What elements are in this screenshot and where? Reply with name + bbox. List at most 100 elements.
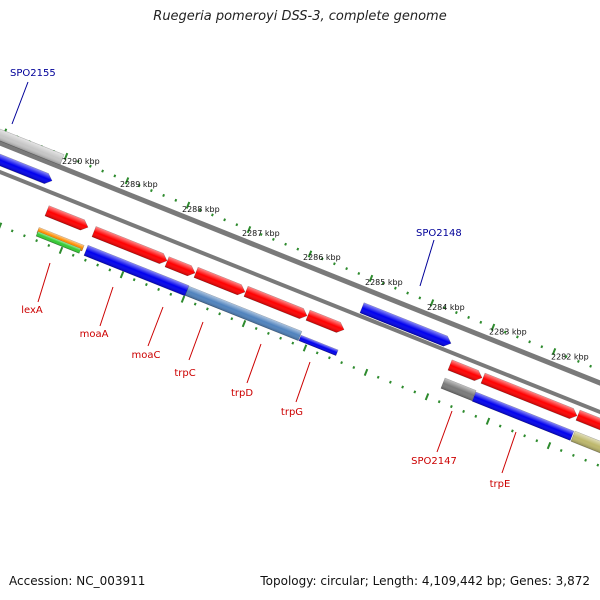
ruler-tick	[437, 400, 441, 404]
ruler-tick	[211, 213, 214, 217]
gene-feature	[575, 409, 600, 432]
gene-label[interactable]: SPO2155	[10, 68, 56, 79]
ruler-tick	[71, 253, 75, 257]
label-leader-line	[11, 81, 29, 125]
ruler-tick	[418, 296, 422, 300]
label-leader-line	[501, 431, 517, 474]
ruler-tick	[84, 258, 87, 262]
label-leader-line	[99, 286, 114, 327]
ruler-tick	[89, 164, 92, 168]
gene-label[interactable]: moaA	[80, 329, 109, 340]
ruler-tick	[429, 299, 435, 307]
ruler-tick	[564, 354, 568, 359]
gene-label[interactable]: SPO2147	[411, 456, 457, 467]
ruler-tick	[58, 246, 64, 255]
ruler-tick	[528, 340, 531, 344]
ruler-tick	[96, 263, 99, 267]
ruler-tick	[376, 375, 380, 379]
ruler-tick	[206, 307, 209, 311]
gene-label[interactable]: moaC	[132, 350, 161, 361]
ruler-tick	[180, 295, 186, 303]
ruler-tick	[169, 292, 173, 296]
gene-label[interactable]: trpC	[174, 368, 195, 379]
ruler-tick	[315, 351, 319, 355]
ruler-tick	[113, 174, 117, 178]
ruler-tick	[523, 434, 526, 438]
ruler-tick	[546, 441, 552, 450]
gene-label[interactable]: trpE	[490, 479, 511, 490]
accession-text: Accession: NC_003911	[9, 574, 146, 588]
ruler-tick	[157, 287, 160, 291]
ruler-tick	[450, 405, 453, 409]
gene-feature	[184, 285, 303, 341]
ruler-tick	[352, 365, 356, 370]
ruler-tick	[328, 356, 331, 360]
ruler-tick	[345, 267, 348, 271]
ruler-tick	[485, 417, 491, 425]
gene-feature	[471, 391, 575, 441]
gene-label[interactable]: lexA	[21, 305, 43, 316]
ruler-tick	[455, 311, 458, 315]
map-title: Ruegeria pomeroyi DSS-3, complete genome	[153, 9, 447, 24]
ruler-tick	[145, 283, 148, 287]
ruler-tick	[223, 218, 226, 222]
ruler-tick	[230, 317, 234, 321]
ruler-tick	[442, 306, 446, 310]
label-leader-line	[147, 306, 164, 347]
ruler-tick	[218, 312, 221, 316]
ruler-tick	[467, 315, 470, 319]
gene-label[interactable]: trpD	[231, 388, 253, 399]
label-leader-line	[419, 239, 435, 287]
gene-feature	[164, 256, 196, 277]
ruler-tick	[511, 429, 514, 433]
ruler-tick	[47, 243, 51, 248]
ruler-tick	[596, 463, 600, 467]
ruler-tick	[535, 439, 539, 443]
ruler-tick	[241, 319, 247, 328]
kbp-label: 2282 kbp	[551, 352, 589, 361]
ruler-tick	[119, 271, 125, 279]
gene-feature	[243, 285, 308, 319]
ruler-tick	[368, 274, 374, 283]
ruler-tick	[235, 223, 239, 227]
ruler-tick	[0, 222, 3, 229]
label-leader-line	[246, 343, 262, 384]
ruler-tick	[23, 234, 26, 238]
ruler-tick	[357, 271, 361, 276]
ruler-tick	[10, 229, 14, 233]
gene-feature	[83, 244, 190, 297]
ruler-tick	[307, 250, 313, 258]
gene-feature	[91, 226, 168, 264]
kbp-label: 2283 kbp	[489, 328, 527, 337]
ruler-tick	[254, 326, 258, 331]
kbp-label: 2286 kbp	[303, 253, 341, 262]
ruler-tick	[198, 208, 202, 212]
gene-feature	[36, 227, 85, 252]
ruler-tick	[424, 393, 430, 401]
label-leader-line	[37, 262, 51, 303]
ruler-tick	[589, 364, 592, 368]
kbp-label: 2289 kbp	[120, 180, 158, 189]
ruler-tick	[193, 302, 197, 306]
ruler-tick	[185, 201, 191, 209]
kbp-label: 2287 kbp	[242, 229, 280, 238]
ruler-tick	[35, 239, 38, 243]
gene-label[interactable]: trpG	[281, 407, 303, 418]
ruler-tick	[474, 414, 478, 418]
gene-feature	[193, 266, 246, 296]
ruler-tick	[63, 152, 69, 161]
ruler-tick	[267, 331, 270, 335]
gene-feature	[35, 231, 82, 254]
ruler-tick	[296, 247, 300, 251]
label-leader-line	[295, 361, 311, 403]
ruler-tick	[320, 257, 324, 261]
ruler-tick	[577, 359, 580, 363]
ruler-tick	[406, 291, 409, 295]
ruler-tick	[363, 368, 369, 377]
ruler-tick	[162, 193, 165, 197]
ruler-tick	[462, 409, 465, 413]
ruler-tick	[340, 361, 343, 365]
ruler-tick	[584, 458, 587, 462]
gene-label[interactable]: SPO2148	[416, 228, 462, 239]
ruler-tick	[101, 169, 104, 173]
